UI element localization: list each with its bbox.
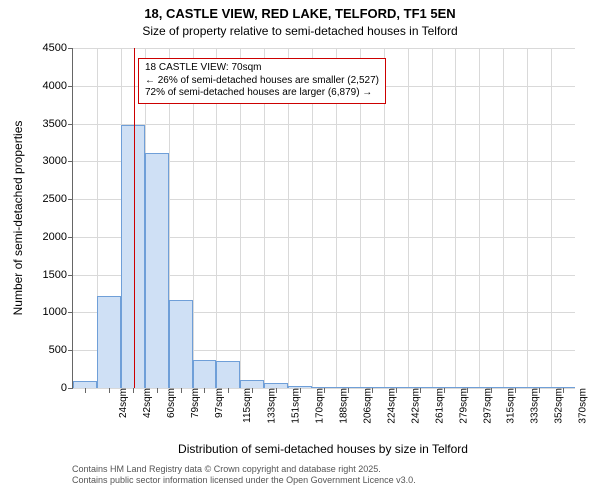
gridline-v — [408, 48, 409, 388]
histogram-bar — [97, 296, 121, 388]
xtick-label: 206sqm — [357, 388, 374, 424]
ytick-label: 3000 — [43, 155, 73, 167]
xtick-mark — [467, 388, 468, 393]
xtick-mark — [515, 388, 516, 393]
histogram-bar — [216, 361, 240, 388]
gridline-h — [73, 124, 575, 125]
ytick-label: 1000 — [43, 306, 73, 318]
xtick-label: 188sqm — [333, 388, 350, 424]
xtick-mark — [444, 388, 445, 393]
xtick-mark — [396, 388, 397, 393]
gridline-v — [551, 48, 552, 388]
xtick-mark — [491, 388, 492, 393]
xtick-mark — [181, 388, 182, 393]
ytick-label: 500 — [49, 344, 73, 356]
histogram-bar — [240, 380, 264, 388]
gridline-v — [503, 48, 504, 388]
ytick-label: 4500 — [43, 42, 73, 54]
xtick-mark — [204, 388, 205, 393]
ytick-label: 2000 — [43, 231, 73, 243]
gridline-v — [432, 48, 433, 388]
xtick-label: 315sqm — [500, 388, 517, 424]
histogram-bar — [73, 381, 97, 388]
xtick-label: 224sqm — [380, 388, 397, 424]
xtick-label: 242sqm — [404, 388, 421, 424]
ytick-label: 1500 — [43, 269, 73, 281]
chart-footer: Contains HM Land Registry data © Crown c… — [72, 464, 416, 486]
footer-line-1: Contains HM Land Registry data © Crown c… — [72, 464, 416, 475]
chart-title: 18, CASTLE VIEW, RED LAKE, TELFORD, TF1 … — [0, 6, 600, 21]
xtick-label: 151sqm — [285, 388, 302, 424]
xtick-label: 60sqm — [160, 388, 177, 418]
plot-area: 05001000150020002500300035004000450024sq… — [72, 48, 575, 389]
xtick-label: 333sqm — [524, 388, 541, 424]
annotation-line-1: 18 CASTLE VIEW: 70sqm — [145, 62, 379, 75]
ytick-label: 4000 — [43, 80, 73, 92]
histogram-bar — [169, 300, 193, 388]
gridline-v — [455, 48, 456, 388]
xtick-mark — [252, 388, 253, 393]
footer-line-2: Contains public sector information licen… — [72, 475, 416, 486]
xtick-mark — [109, 388, 110, 393]
xtick-label: 115sqm — [236, 388, 253, 423]
x-axis-label: Distribution of semi-detached houses by … — [72, 442, 574, 456]
xtick-mark — [133, 388, 134, 393]
gridline-v — [527, 48, 528, 388]
xtick-label: 261sqm — [428, 388, 445, 424]
ytick-label: 2500 — [43, 193, 73, 205]
xtick-label: 388sqm — [596, 388, 600, 424]
xtick-mark — [157, 388, 158, 393]
xtick-mark — [276, 388, 277, 393]
histogram-bar — [193, 360, 217, 388]
annotation-box: 18 CASTLE VIEW: 70sqm ← 26% of semi-deta… — [138, 58, 386, 104]
xtick-mark — [539, 388, 540, 393]
annotation-line-2: ← 26% of semi-detached houses are smalle… — [145, 75, 379, 88]
xtick-label: 79sqm — [184, 388, 201, 418]
histogram-bar — [145, 153, 169, 388]
xtick-label: 97sqm — [208, 388, 225, 418]
ytick-label: 0 — [61, 382, 73, 394]
xtick-mark — [300, 388, 301, 393]
chart-container: { "title": { "text": "18, CASTLE VIEW, R… — [0, 0, 600, 500]
highlight-line — [134, 48, 135, 388]
xtick-mark — [85, 388, 86, 393]
xtick-label: 133sqm — [261, 388, 278, 424]
xtick-mark — [372, 388, 373, 393]
y-axis-label: Number of semi-detached properties — [11, 121, 25, 316]
xtick-mark — [563, 388, 564, 393]
xtick-mark — [324, 388, 325, 393]
histogram-bar — [121, 125, 145, 388]
xtick-label: 370sqm — [572, 388, 589, 424]
xtick-mark — [420, 388, 421, 393]
xtick-label: 279sqm — [452, 388, 469, 424]
xtick-mark — [228, 388, 229, 393]
xtick-label: 42sqm — [136, 388, 153, 418]
gridline-v — [479, 48, 480, 388]
xtick-label: 24sqm — [112, 388, 129, 418]
chart-subtitle: Size of property relative to semi-detach… — [0, 24, 600, 38]
xtick-label: 297sqm — [476, 388, 493, 424]
xtick-label: 170sqm — [309, 388, 326, 424]
annotation-line-3: 72% of semi-detached houses are larger (… — [145, 87, 379, 100]
xtick-label: 352sqm — [548, 388, 565, 424]
xtick-mark — [348, 388, 349, 393]
ytick-label: 3500 — [43, 118, 73, 130]
gridline-h — [73, 48, 575, 49]
